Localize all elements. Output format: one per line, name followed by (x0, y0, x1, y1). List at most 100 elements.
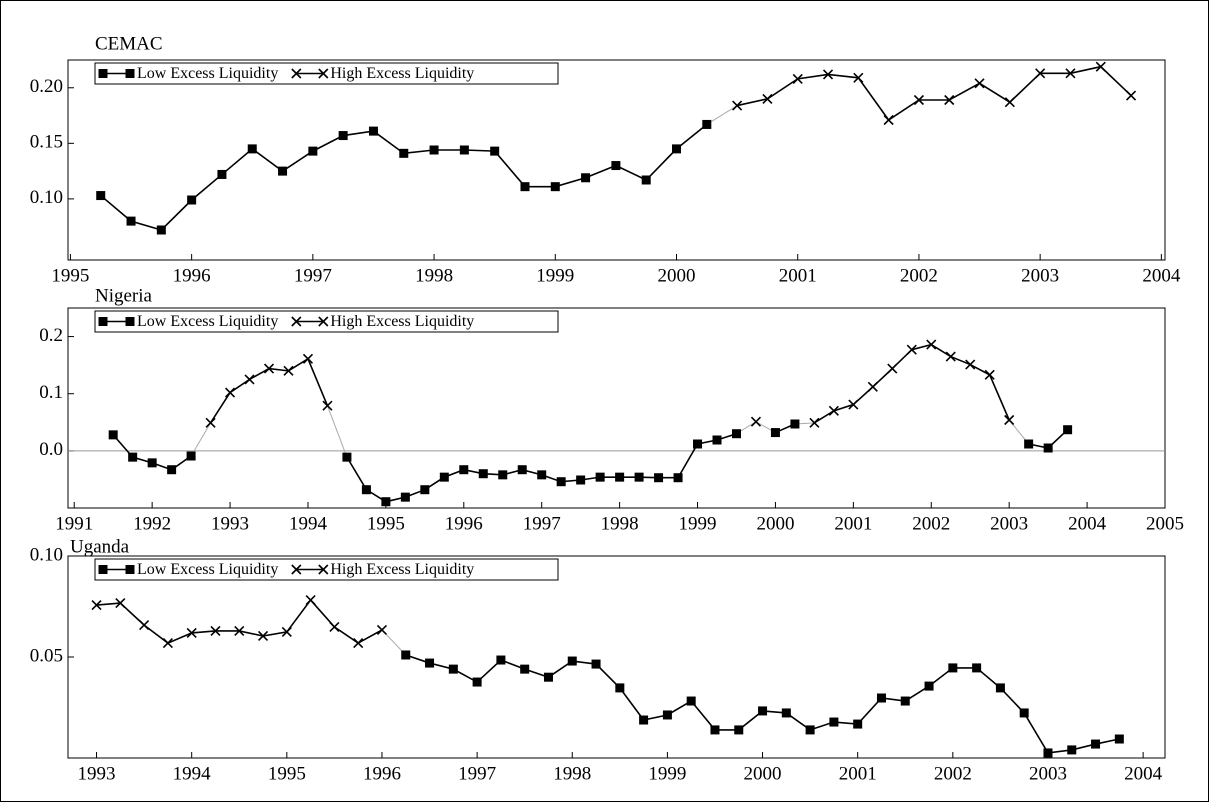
marker-x (281, 626, 292, 638)
marker-x (762, 93, 773, 104)
marker-square (381, 497, 391, 507)
marker-x (291, 68, 302, 79)
marker-square (781, 708, 791, 718)
marker-square (710, 725, 720, 735)
marker-x (853, 72, 864, 83)
x-tick-label: 2000 (744, 763, 782, 784)
marker-x (822, 69, 834, 80)
marker-x (224, 387, 236, 398)
marker-square (591, 659, 601, 669)
marker-square (712, 435, 722, 445)
x-tick-label: 2002 (900, 265, 938, 286)
marker-square (186, 451, 196, 461)
marker-square (595, 472, 605, 482)
marker-x (1004, 97, 1015, 108)
marker-x (906, 344, 917, 355)
marker-square (550, 182, 560, 192)
marker-square (641, 175, 651, 185)
marker-x (792, 73, 803, 84)
x-tick-label: 1996 (363, 763, 401, 784)
marker-x (257, 630, 269, 642)
y-tick-label: 0.05 (30, 645, 63, 666)
x-tick-label: 2004 (1068, 513, 1107, 534)
marker-square (217, 169, 227, 179)
legend-box (94, 310, 559, 333)
marker-x (867, 381, 878, 392)
marker-square (567, 656, 577, 666)
x-tick-label: 1993 (78, 763, 116, 784)
marker-square (1067, 745, 1077, 755)
x-tick-label: 1993 (211, 513, 249, 534)
marker-square (693, 439, 703, 449)
marker-square (770, 428, 780, 438)
marker-square (611, 161, 621, 171)
marker-x (750, 416, 762, 427)
x-tick-label: 1994 (289, 513, 328, 534)
marker-square (478, 469, 488, 479)
x-tick-label: 2001 (834, 513, 872, 534)
x-tick-label: 2003 (990, 513, 1028, 534)
marker-x (234, 625, 245, 637)
marker-x (318, 564, 329, 575)
x-tick-label: 2001 (839, 763, 877, 784)
marker-x (913, 94, 924, 106)
chart-title: CEMAC (95, 33, 163, 54)
marker-square (576, 475, 586, 485)
x-tick-label: 2003 (1029, 763, 1067, 784)
marker-square (805, 725, 815, 735)
x-tick-label: 2000 (756, 513, 794, 534)
x-tick-label: 2000 (658, 265, 696, 286)
marker-x (965, 359, 976, 370)
marker-x (883, 114, 894, 126)
marker-x (1035, 68, 1046, 79)
marker-square (790, 419, 800, 429)
marker-square (448, 664, 458, 674)
marker-x (91, 600, 102, 611)
x-tick-label: 2001 (779, 265, 817, 286)
marker-square (490, 146, 500, 156)
marker-square (662, 710, 672, 720)
marker-square (537, 470, 547, 480)
x-tick-label: 2002 (912, 513, 950, 534)
legend-label: Low Excess Liquidity (137, 561, 278, 578)
marker-square (520, 182, 530, 192)
y-tick-label: 0.20 (30, 76, 63, 97)
marker-square (429, 145, 439, 155)
y-tick-label: 0.1 (39, 382, 63, 403)
marker-x (1065, 68, 1076, 79)
marker-square (556, 477, 566, 487)
x-tick-label: 2004 (1124, 763, 1163, 784)
plot-frame (67, 307, 1166, 509)
marker-x (115, 598, 126, 609)
marker-square (734, 725, 744, 735)
marker-square (125, 317, 135, 326)
legend-label: Low Excess Liquidity (137, 65, 278, 82)
y-tick-label: 0.0 (39, 439, 63, 460)
marker-square (472, 677, 482, 687)
marker-x (376, 624, 388, 635)
marker-x (1095, 61, 1106, 72)
legend-box (94, 558, 559, 581)
transition-line (190, 422, 212, 457)
x-tick-label: 2004 (1142, 265, 1181, 286)
marker-square (876, 693, 886, 703)
marker-square (401, 650, 411, 660)
x-tick-label: 1995 (367, 513, 405, 534)
marker-x (139, 620, 150, 631)
x-tick-label: 1997 (458, 763, 496, 784)
x-tick-label: 1995 (268, 763, 306, 784)
marker-square (829, 717, 839, 727)
x-tick-label: 1996 (173, 265, 211, 286)
marker-square (342, 452, 352, 462)
marker-square (1019, 708, 1029, 718)
marker-square (459, 145, 469, 155)
marker-square (361, 485, 371, 495)
marker-square (187, 195, 197, 205)
marker-square (731, 429, 741, 439)
x-tick-label: 1995 (51, 265, 89, 286)
marker-square (420, 485, 430, 495)
marker-square (702, 119, 712, 129)
marker-square (634, 472, 644, 482)
marker-square (995, 683, 1005, 693)
marker-x (205, 417, 216, 428)
